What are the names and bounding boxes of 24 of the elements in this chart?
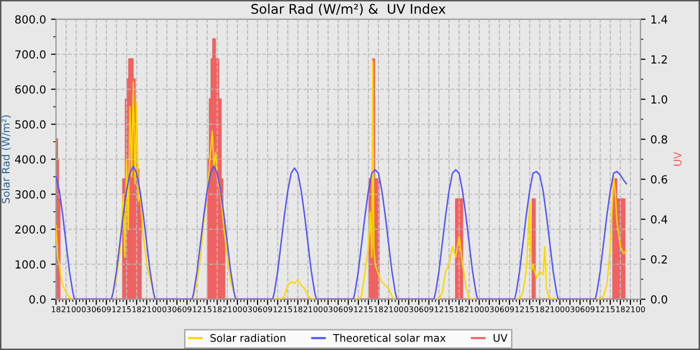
y2-tick-label: 0.6	[650, 175, 668, 184]
y2-tick-label: 0.0	[650, 295, 668, 304]
y2-tick-label: 0.8	[650, 135, 668, 144]
y-tick-label: 600.0	[15, 85, 46, 94]
chart-title: Solar Rad (W/m²) & UV Index	[251, 4, 446, 16]
y2-axis-title: UV	[674, 152, 682, 166]
y2-tick-label: 1.4	[651, 15, 668, 24]
y-tick-label: 0.0	[29, 295, 46, 304]
y-tick-label: 800.0	[15, 15, 46, 24]
legend-label: Theoretical solar max	[333, 334, 446, 342]
legend-label: Solar radiation	[210, 334, 286, 342]
y-tick-label: 300.0	[15, 190, 46, 199]
y2-tick-label: 1.0	[651, 95, 668, 104]
line-series	[56, 166, 628, 300]
y-axis-title: Solar Rad (W/m²)	[2, 115, 11, 204]
y-tick-label: 700.0	[15, 50, 46, 59]
y2-tick-label: 0.4	[650, 215, 668, 224]
y-tick-label: 400.0	[15, 155, 46, 164]
y2-tick-label: 0.2	[650, 255, 667, 264]
legend-label: UV	[494, 334, 508, 342]
y-tick-label: 200.0	[15, 225, 46, 234]
y-tick-label: 100.0	[16, 260, 46, 269]
y-tick-label: 500.0	[15, 120, 46, 129]
y2-tick-label: 1.2	[651, 55, 667, 64]
